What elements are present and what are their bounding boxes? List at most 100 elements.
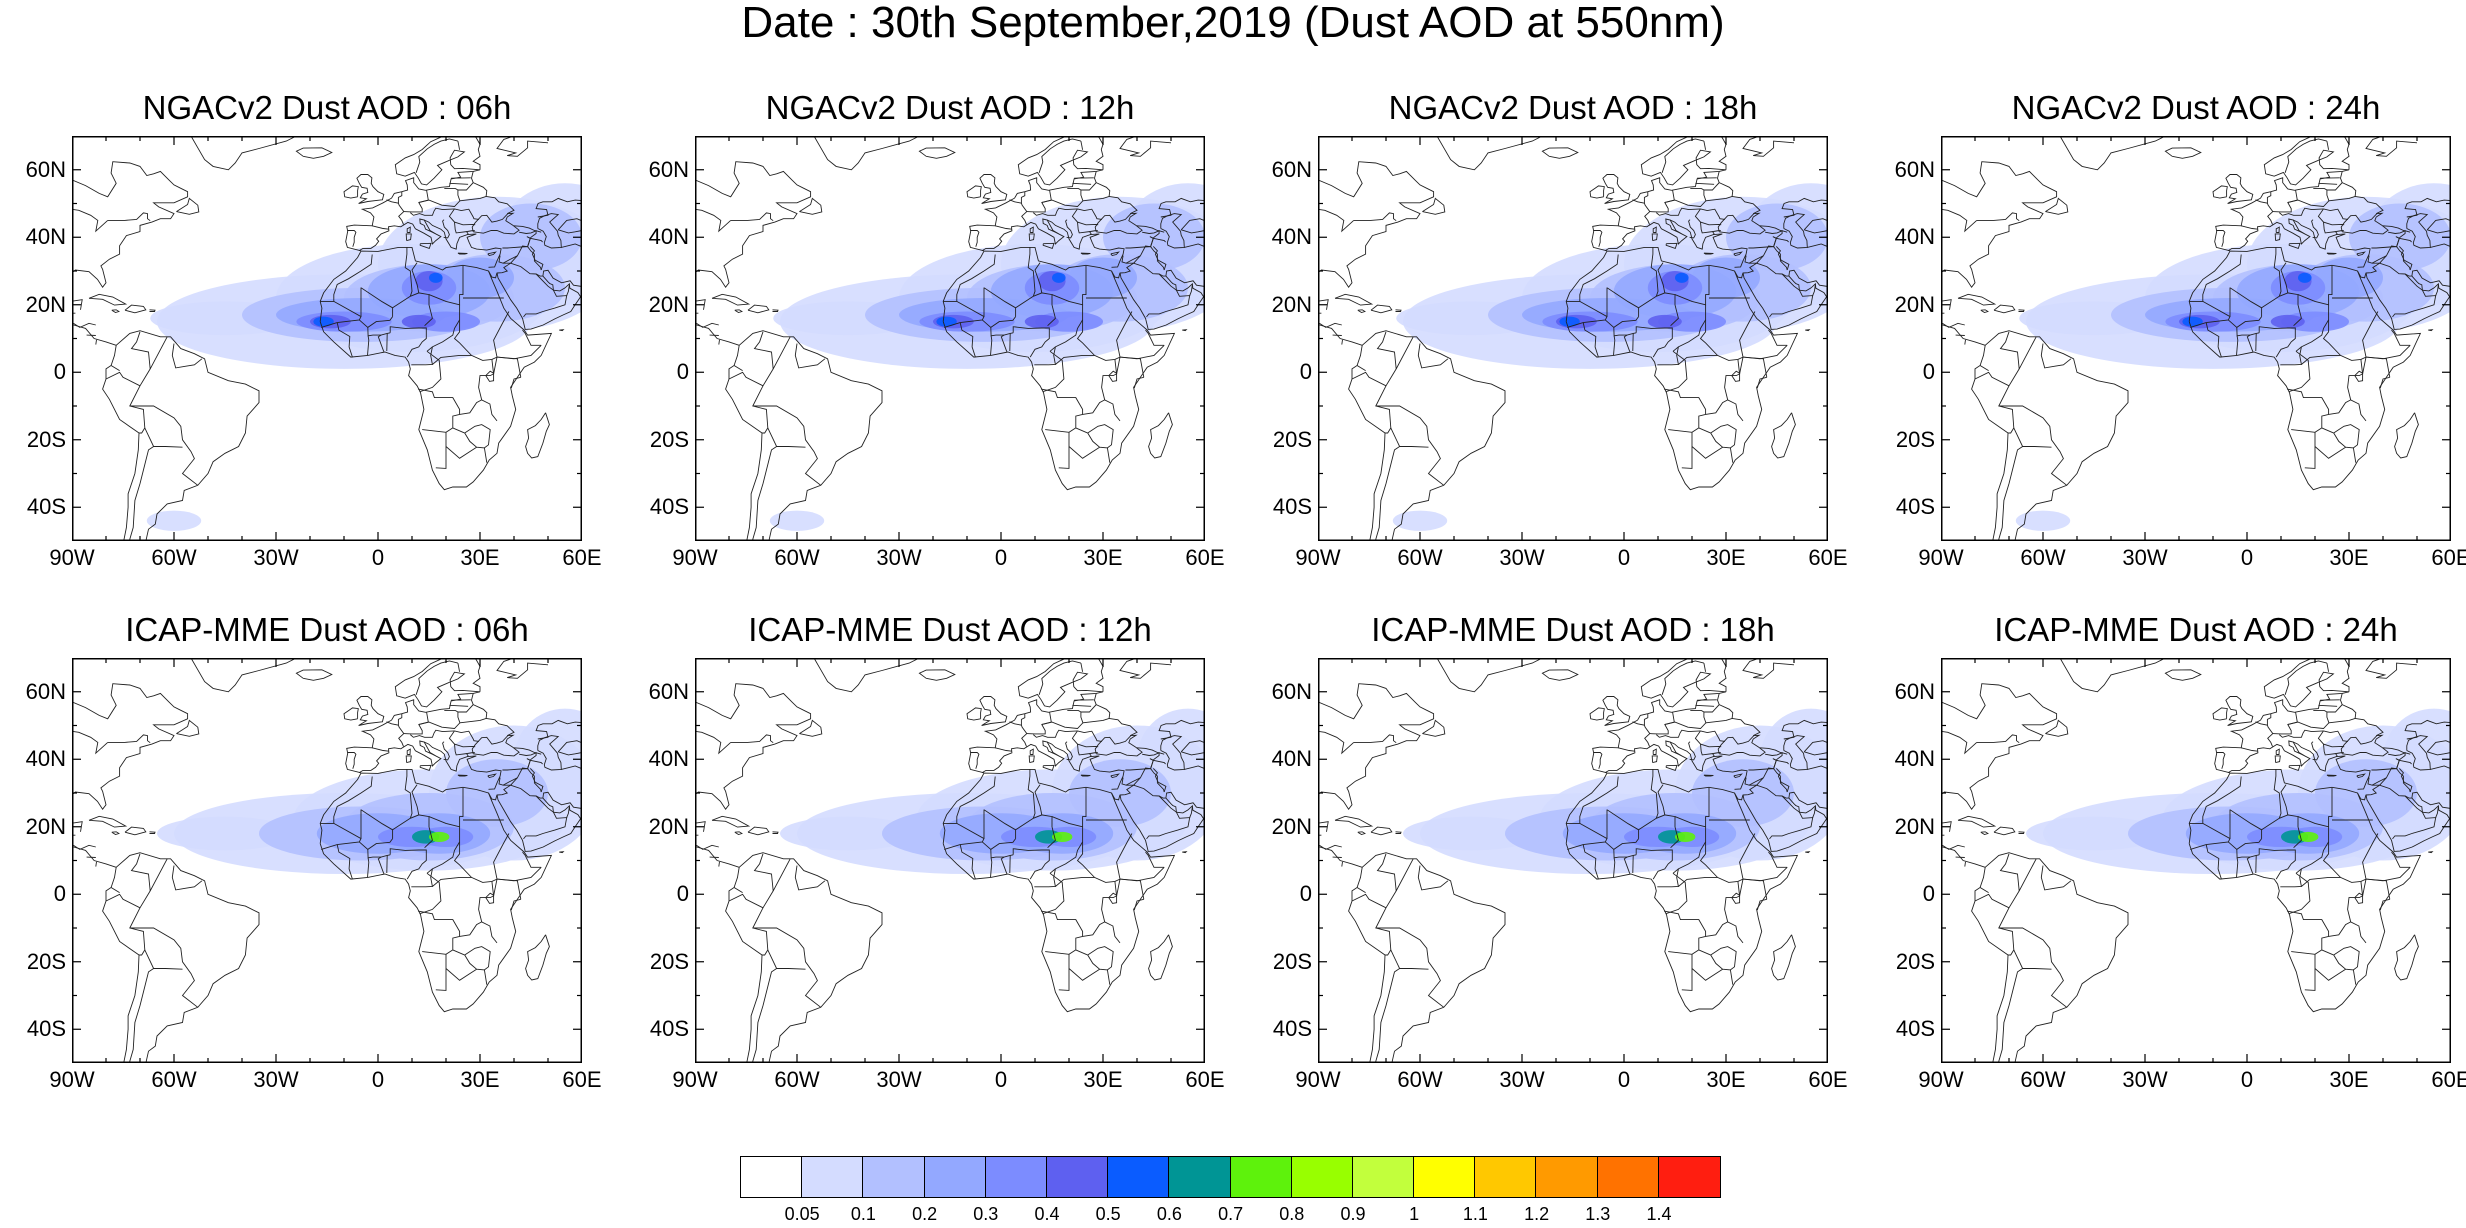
lon-tick-label: 30W: [236, 1068, 316, 1092]
coastline-path: [2060, 658, 2165, 692]
lat-tick-label: 40N: [6, 225, 66, 249]
coastline-path: [2213, 186, 2227, 198]
coastline-path: [1704, 253, 1714, 254]
coastline-path: [111, 888, 120, 893]
coastline-path: [919, 670, 954, 681]
lon-tick-label: 60E: [2411, 546, 2466, 570]
map-area: [1941, 658, 2451, 1063]
coastline-path: [2165, 670, 2200, 681]
coastline-path: [773, 310, 779, 312]
coastline-path: [1376, 969, 1400, 1064]
coastline-path: [2363, 357, 2390, 377]
coastline-path: [1994, 827, 2015, 835]
coastline-path: [1641, 136, 1702, 185]
lon-tick-label: 60W: [757, 1068, 837, 1092]
lat-tick-label: 0: [1252, 360, 1312, 384]
lon-tick-label: 60W: [134, 546, 214, 570]
coastline-path: [695, 729, 731, 753]
coastline-path: [731, 213, 774, 221]
coastline-path: [1977, 735, 2020, 743]
coastline-path: [1743, 345, 1787, 359]
coastline-path: [2276, 749, 2279, 754]
main-title: Date : 30th September,2019 (Dust AOD at …: [0, 0, 2466, 46]
coastline-path: [2241, 748, 2258, 751]
coastline-path: [1999, 406, 2067, 485]
dust-cell: [1052, 273, 1066, 283]
coastline-path: [799, 198, 821, 214]
lat-tick-label: 20S: [1875, 428, 1935, 452]
coastline-path: [1335, 816, 1372, 827]
coastline-path: [1772, 935, 1796, 980]
coastline-path: [1972, 331, 2128, 541]
coastline-path: [753, 447, 777, 542]
lon-tick-label: 30W: [1482, 1068, 1562, 1092]
coastline-path: [1977, 213, 2020, 221]
coastline-path: [768, 428, 806, 447]
lat-tick-label: 60N: [629, 158, 689, 182]
coastline-path: [1965, 862, 1966, 867]
coastline-path: [418, 389, 460, 414]
coastline-path: [1081, 775, 1091, 776]
lon-tick-label: 60W: [757, 546, 837, 570]
coastline-path: [2428, 852, 2432, 853]
lon-tick-label: 60W: [2003, 1068, 2083, 1092]
coastline-path: [748, 827, 769, 835]
coastline-path: [980, 175, 1007, 204]
lon-tick-label: 0: [1584, 546, 1664, 570]
lat-tick-label: 0: [629, 360, 689, 384]
coastline-path: [1378, 332, 1397, 369]
panel-title: NGACv2 Dust AOD : 18h: [1318, 88, 1828, 128]
coastline-path: [1021, 714, 1024, 726]
coastline-path: [2287, 911, 2329, 936]
panel-title: NGACv2 Dust AOD : 24h: [1941, 88, 2451, 128]
coastline-path: [130, 928, 198, 1007]
coastline-path: [2342, 136, 2349, 170]
colorbar-swatch: [1536, 1157, 1597, 1197]
lat-tick-label: 0: [629, 882, 689, 906]
coastline-path: [2264, 136, 2325, 185]
coastline-path: [1666, 873, 1687, 914]
coastline-path: [2275, 756, 2280, 763]
coastline-path: [753, 406, 821, 485]
panel-title: ICAP-MME Dust AOD : 18h: [1318, 610, 1828, 650]
coastline-path: [2216, 753, 2225, 769]
coastline-path: [497, 345, 541, 359]
lat-tick-label: 0: [1875, 882, 1935, 906]
coastline-path: [458, 141, 460, 150]
coastline-path: [1682, 432, 1692, 468]
dust-field: [2016, 183, 2451, 531]
coastline-path: [1120, 136, 1171, 156]
coastline-path: [347, 753, 356, 769]
coastline-path: [1437, 658, 1542, 692]
coastline-path: [176, 720, 198, 736]
coastline-path: [96, 862, 97, 867]
lon-tick-label: 30E: [1063, 546, 1143, 570]
lat-tick-label: 40S: [1252, 495, 1312, 519]
coastline-path: [2226, 175, 2253, 204]
coastline-path: [106, 372, 140, 386]
map-area: [1318, 658, 1828, 1063]
lat-tick-label: 60N: [1875, 158, 1935, 182]
coastline-path: [2342, 705, 2356, 719]
coastline-path: [395, 136, 456, 185]
coastline-path: [296, 148, 331, 159]
coastline-path: [1041, 911, 1083, 936]
coastline-path: [1042, 711, 1083, 729]
dust-map: [1941, 136, 2451, 541]
coastline-path: [449, 705, 468, 706]
coastline-path: [1605, 741, 1687, 773]
coastline-path: [559, 330, 563, 331]
coastline-path: [1975, 894, 2009, 908]
colorbar-swatch: [1475, 1157, 1536, 1197]
coastline-path: [436, 432, 446, 468]
lon-tick-label: 0: [338, 546, 418, 570]
coastline-path: [2342, 658, 2349, 692]
coastline-path: [1542, 670, 1577, 681]
coastline-path: [1358, 832, 1365, 835]
coastline-path: [2327, 693, 2342, 712]
coastline-path: [1941, 729, 1977, 753]
coastline-path: [1999, 447, 2023, 542]
coastline-path: [1357, 888, 1366, 893]
coastline-path: [344, 186, 358, 198]
coastline-path: [2165, 148, 2200, 159]
